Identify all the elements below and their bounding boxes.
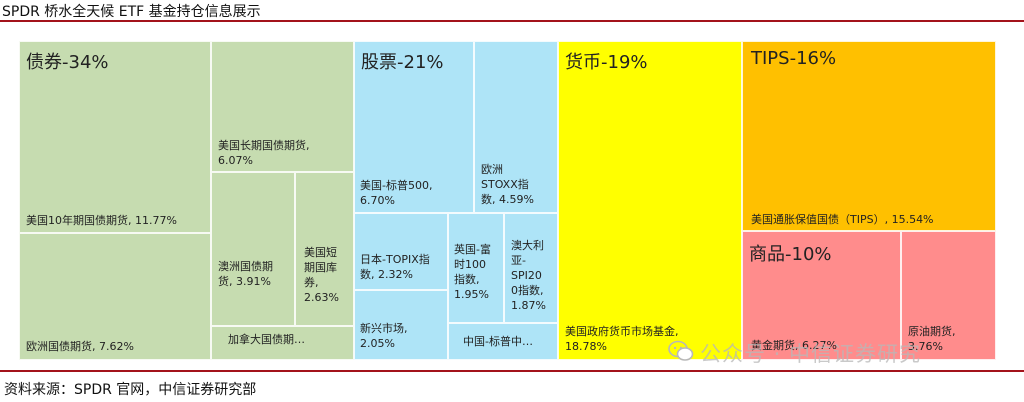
treemap-tile: 美国10年期国债期货, 11.77% 债券-34% (19, 41, 211, 233)
treemap-tile: 澳洲国债期 货, 3.91% (211, 172, 295, 326)
treemap-tile: 美国通胀保值国债（TIPS）, 15.54% TIPS-16% (742, 41, 996, 231)
tile-label: 欧洲国债期货, 7.62% (26, 340, 134, 353)
treemap-tile: 欧洲国债期货, 7.62% (19, 233, 211, 360)
tile-label: 日本-TOPIX指 数, 2.32% (360, 253, 430, 281)
treemap-tile: 欧洲 STOXX指 数, 4.59% (474, 41, 558, 213)
group-header: 货币-19% (565, 52, 648, 73)
tile-label: 中国-标普中… (463, 335, 533, 348)
treemap-tile: 加拿大国债期… (211, 326, 354, 360)
treemap-tile: 美国长期国债期货, 6.07% (211, 41, 354, 172)
tile-label: 黄金期货, 6.27% (751, 339, 837, 352)
tile-label: 英国-富 时100 指数, 1.95% (454, 243, 491, 301)
tile-label: 新兴市场, 2.05% (360, 322, 408, 350)
tile-label: 美国-标普500, 6.70% (360, 179, 433, 207)
treemap-tile: 澳大利 亚- SPI20 0指数, 1.87% (504, 213, 558, 323)
wechat-icon (668, 340, 694, 361)
treemap-tile: 日本-TOPIX指 数, 2.32% (354, 213, 448, 290)
top-rule (0, 20, 1024, 22)
tile-label: 欧洲 STOXX指 数, 4.59% (481, 163, 534, 206)
watermark-text: 公众号 · 中信证券研究 (700, 342, 922, 366)
tile-label: 美国10年期国债期货, 11.77% (26, 214, 177, 227)
tile-label: 美国短 期国库 券, 2.63% (304, 246, 339, 304)
group-header: 股票-21% (361, 52, 444, 73)
source-note: 资料来源：SPDR 官网，中信证券研究部 (4, 382, 257, 398)
tile-label: 加拿大国债期… (228, 333, 305, 346)
bottom-rule (0, 370, 1024, 372)
treemap-tile: 原油期货, 3.76% (901, 231, 996, 360)
treemap-tile: 中国-标普中… (448, 323, 558, 360)
treemap-tile: 美国政府货币市场基金, 18.78% 货币-19% (558, 41, 742, 360)
tile-label: 澳大利 亚- SPI20 0指数, 1.87% (511, 239, 546, 312)
group-header: TIPS-16% (751, 48, 837, 69)
group-header: 债券-34% (26, 52, 109, 73)
chart-title: SPDR 桥水全天候 ETF 基金持仓信息展示 (2, 4, 261, 20)
tile-label: 美国通胀保值国债（TIPS）, 15.54% (751, 213, 934, 226)
treemap-tile: 黄金期货, 6.27% 商品-10% (742, 231, 901, 360)
treemap-tile: 美国短 期国库 券, 2.63% (295, 172, 354, 326)
treemap-tile: 新兴市场, 2.05% (354, 290, 448, 360)
tile-label: 美国政府货币市场基金, 18.78% (565, 325, 679, 353)
group-header: 商品-10% (749, 244, 832, 265)
treemap-tile: 英国-富 时100 指数, 1.95% (448, 213, 504, 323)
treemap-tile: 美国-标普500, 6.70% 股票-21% (354, 41, 474, 213)
tile-label: 美国长期国债期货, 6.07% (218, 139, 310, 167)
tile-label: 澳洲国债期 货, 3.91% (218, 260, 273, 288)
tile-label: 原油期货, 3.76% (908, 325, 956, 353)
